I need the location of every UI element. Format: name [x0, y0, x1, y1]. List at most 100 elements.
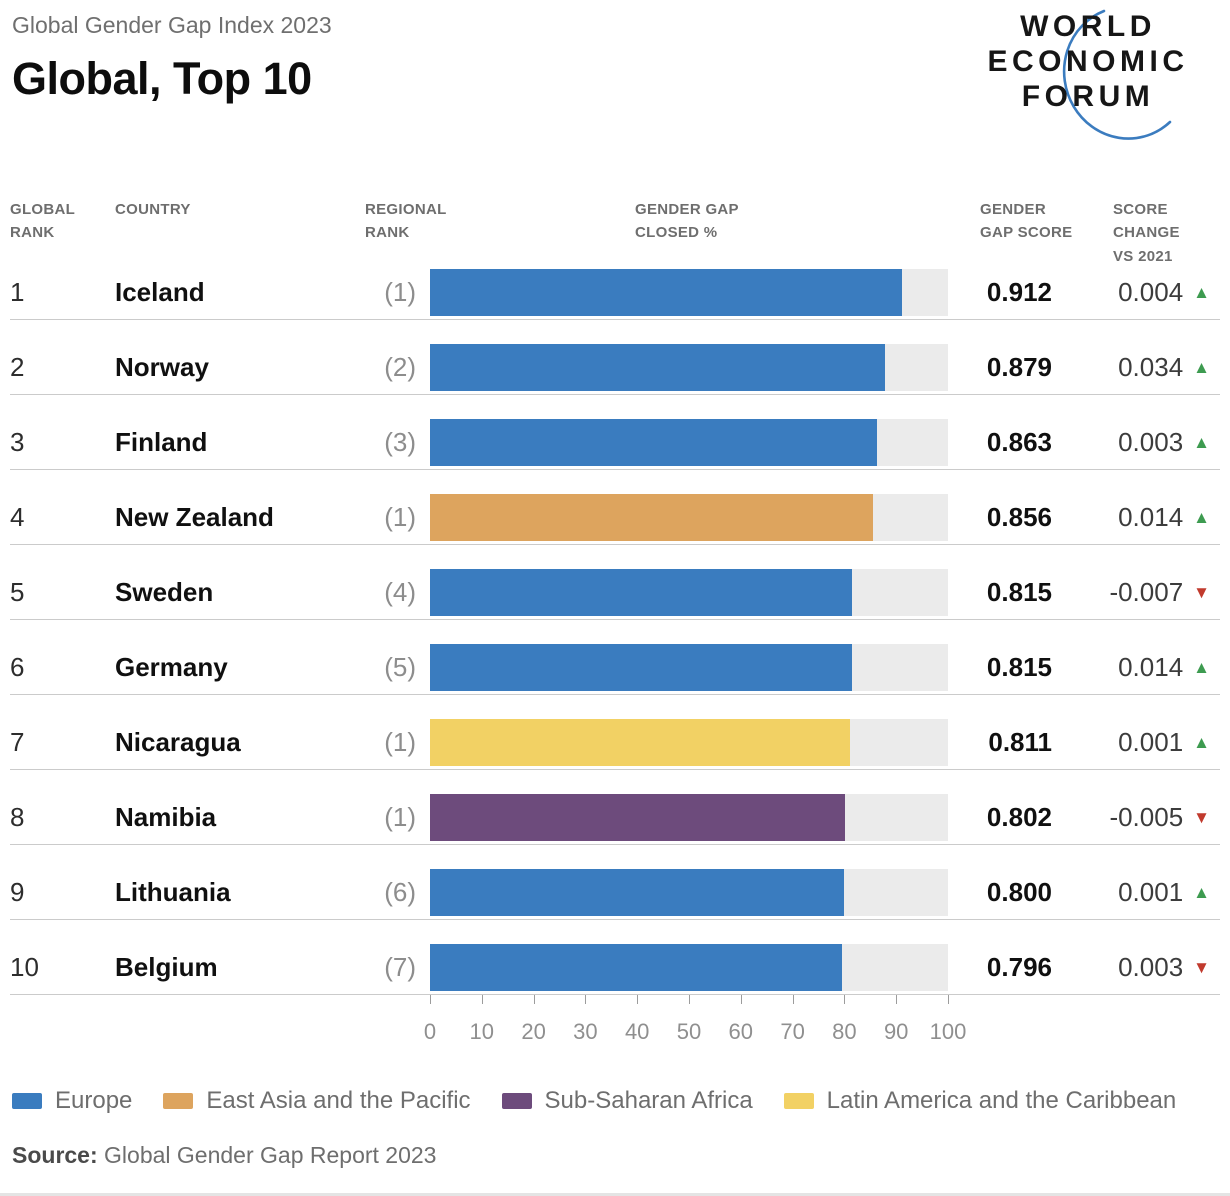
country-name: Nicaragua	[115, 727, 241, 757]
axis-tick	[948, 995, 949, 1004]
gap-score: 0.912	[986, 277, 1052, 307]
score-change-value: 0.001	[1118, 877, 1184, 907]
global-rank: 4	[10, 502, 25, 532]
gap-bar-fill	[430, 794, 846, 841]
table-row: 4 New Zealand (1) 0.856 0.014 ▲	[10, 470, 1220, 545]
country-name: Iceland	[115, 277, 205, 307]
gap-bar-track	[430, 644, 948, 691]
gap-score: 0.856	[986, 502, 1052, 532]
gap-bar-track	[430, 419, 948, 466]
x-axis: 0 10 20 30 40 50 60 70 80 90 100	[10, 995, 1220, 1057]
axis-tick	[637, 995, 639, 1004]
change-direction-icon: ▲	[1193, 658, 1210, 677]
global-rank: 7	[10, 727, 25, 757]
axis-tick-label: 80	[832, 1019, 857, 1044]
table-row: 7 Nicaragua (1) 0.811 0.001 ▲	[10, 695, 1220, 770]
gap-score: 0.815	[986, 577, 1052, 607]
gap-score: 0.802	[986, 802, 1052, 832]
title-block: Global Gender Gap Index 2023 Global, Top…	[12, 8, 332, 105]
regional-rank: (5)	[384, 652, 416, 682]
country-name: Norway	[115, 352, 209, 382]
regional-rank: (1)	[384, 727, 416, 757]
table-row: 1 Iceland (1) 0.912 0.004 ▲	[10, 245, 1220, 320]
country-name: Finland	[115, 427, 208, 457]
axis-tick-label: 90	[883, 1019, 909, 1044]
col-header-score-change: SCORE CHANGE VS 2021	[1113, 201, 1180, 265]
country-name: Belgium	[115, 952, 218, 982]
logo-text-line: ECONOMIC	[988, 45, 1189, 78]
axis-tick-label: 50	[676, 1019, 702, 1044]
change-direction-icon: ▲	[1193, 508, 1210, 527]
legend-swatch-icon	[163, 1093, 194, 1109]
legend-item: Latin America and the Caribbean	[783, 1087, 1176, 1115]
col-header-country: COUNTRY	[115, 201, 191, 218]
global-rank: 2	[10, 352, 25, 382]
legend-item: East Asia and the Pacific	[163, 1087, 471, 1115]
score-change-value: -0.007	[1109, 577, 1184, 607]
axis-tick-label: 0	[423, 1019, 437, 1044]
global-rank: 5	[10, 577, 25, 607]
axis-tick	[896, 995, 898, 1004]
global-rank: 1	[10, 277, 25, 307]
regional-rank: (2)	[384, 352, 416, 382]
col-header-gap-score: GENDER GAP SCORE	[980, 201, 1073, 242]
gap-bar-fill	[430, 944, 843, 991]
change-direction-icon: ▲	[1193, 358, 1210, 377]
gap-bar-fill	[430, 569, 853, 616]
gap-score: 0.815	[986, 652, 1052, 682]
score-change: 0.014 ▲	[1052, 644, 1220, 691]
gap-bar-track	[430, 719, 948, 766]
table-row: 10 Belgium (7) 0.796 0.003 ▼	[10, 920, 1220, 995]
logo-text-line: WORLD	[1020, 10, 1156, 43]
gap-bar-fill	[430, 344, 886, 391]
gap-bar-fill	[430, 419, 878, 466]
axis-tick-label: 60	[728, 1019, 754, 1044]
change-direction-icon: ▼	[1193, 808, 1210, 827]
regional-rank: (7)	[384, 952, 416, 982]
source-line: Source: Global Gender Gap Report 2023	[12, 1142, 1218, 1169]
gap-score: 0.796	[986, 952, 1052, 982]
logo-arc-icon	[1062, 9, 1172, 140]
score-change-value: 0.034	[1118, 352, 1184, 382]
legend-swatch-icon	[783, 1093, 814, 1109]
score-change-value: -0.005	[1109, 802, 1184, 832]
change-direction-icon: ▲	[1193, 433, 1210, 452]
table-row: 5 Sweden (4) 0.815 -0.007 ▼	[10, 545, 1220, 620]
ranking-table: GLOBAL RANK COUNTRY REGIONAL RANK GENDER…	[10, 158, 1220, 995]
regional-rank: (1)	[384, 502, 416, 532]
score-change-value: 0.003	[1118, 427, 1184, 457]
score-change: 0.003 ▲	[1052, 419, 1220, 466]
legend-label: Europe	[55, 1087, 133, 1114]
legend-item: Sub-Saharan Africa	[501, 1087, 753, 1115]
gap-bar-track	[430, 869, 948, 916]
gap-bar-fill	[430, 269, 903, 316]
country-name: Germany	[115, 652, 228, 682]
score-change: 0.001 ▲	[1052, 719, 1220, 766]
country-name: Lithuania	[115, 877, 231, 907]
wef-logo-icon: WORLD ECONOMIC FORUM	[988, 9, 1189, 140]
score-change-value: 0.014	[1118, 652, 1184, 682]
score-change: 0.034 ▲	[1052, 344, 1220, 391]
legend-label: East Asia and the Pacific	[206, 1087, 471, 1114]
score-change-value: 0.003	[1118, 952, 1184, 982]
axis-tick-label: 40	[624, 1019, 650, 1044]
table-row: 2 Norway (2) 0.879 0.034 ▲	[10, 320, 1220, 395]
legend-swatch-icon	[501, 1093, 532, 1109]
axis-tick	[689, 995, 690, 1004]
gap-score: 0.800	[986, 877, 1052, 907]
regional-rank: (3)	[384, 427, 416, 457]
score-change-value: 0.001	[1118, 727, 1184, 757]
global-rank: 3	[10, 427, 25, 457]
report-subtitle: Global Gender Gap Index 2023	[12, 12, 332, 38]
table-row: 3 Finland (3) 0.863 0.003 ▲	[10, 395, 1220, 470]
score-change: 0.004 ▲	[1052, 269, 1220, 316]
column-headers: GLOBAL RANK COUNTRY REGIONAL RANK GENDER…	[10, 158, 1220, 265]
axis-tick	[740, 995, 742, 1004]
table-row: 6 Germany (5) 0.815 0.014 ▲	[10, 620, 1220, 695]
global-rank: 9	[10, 877, 25, 907]
gap-bar-track	[430, 944, 948, 991]
source-label: Source:	[12, 1142, 98, 1168]
change-direction-icon: ▼	[1193, 958, 1210, 977]
regional-rank: (1)	[384, 277, 416, 307]
legend-item: Europe	[12, 1087, 132, 1115]
